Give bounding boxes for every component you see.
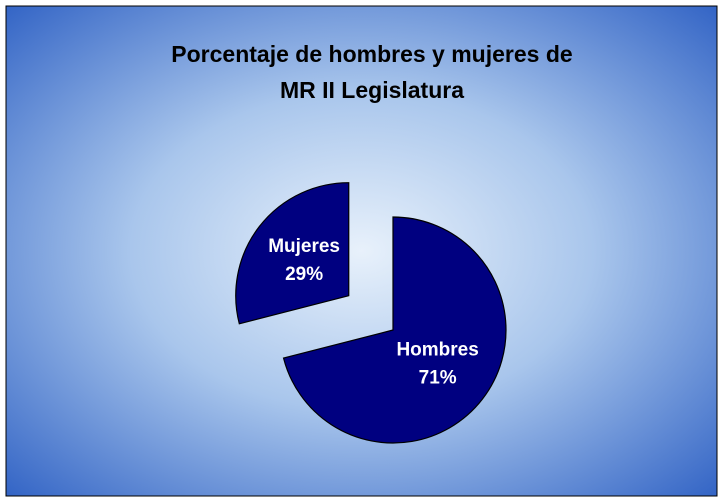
slice-value-label: 29%: [285, 264, 323, 285]
pie-slice: [235, 182, 350, 325]
chart-title: MR II Legislatura: [280, 77, 464, 103]
pie-slice: [282, 216, 507, 444]
slice-label: Hombres: [396, 340, 478, 361]
chart-title: Porcentaje de hombres y mujeres de: [171, 41, 572, 67]
slice-value-label: 71%: [419, 368, 457, 389]
slice-label: Mujeres: [268, 236, 340, 257]
